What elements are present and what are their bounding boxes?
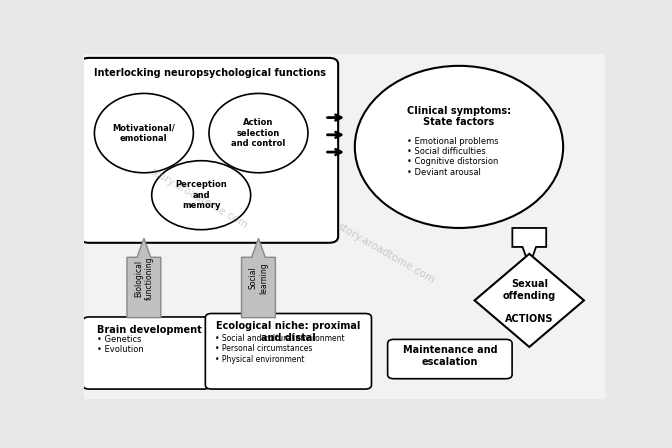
Text: Perception
and
memory: Perception and memory xyxy=(175,180,227,210)
Text: Motivational/
emotional: Motivational/ emotional xyxy=(112,123,175,143)
Text: story.aroadtome.com: story.aroadtome.com xyxy=(335,222,437,286)
Ellipse shape xyxy=(209,94,308,173)
Text: Clinical symptoms:
State factors: Clinical symptoms: State factors xyxy=(407,106,511,127)
FancyBboxPatch shape xyxy=(83,317,210,389)
Polygon shape xyxy=(241,238,276,318)
Text: • Social and cultural environment
• Personal circumstances
• Physical environmen: • Social and cultural environment • Pers… xyxy=(215,334,345,364)
Text: • Genetics
• Evolution: • Genetics • Evolution xyxy=(97,335,144,354)
Text: Social
learning: Social learning xyxy=(249,262,268,294)
Text: ACTIONS: ACTIONS xyxy=(505,314,554,324)
Text: • Emotional problems
• Social difficulties
• Cognitive distorsion
• Deviant arou: • Emotional problems • Social difficulti… xyxy=(407,137,499,177)
FancyBboxPatch shape xyxy=(206,314,372,389)
FancyBboxPatch shape xyxy=(388,340,512,379)
Ellipse shape xyxy=(152,161,251,230)
FancyBboxPatch shape xyxy=(80,58,338,243)
Polygon shape xyxy=(127,238,161,318)
Text: story.aroadtome.com: story.aroadtome.com xyxy=(148,167,249,231)
Text: Action
selection
and control: Action selection and control xyxy=(231,118,286,148)
Text: Maintenance and
escalation: Maintenance and escalation xyxy=(403,345,497,367)
Text: Interlocking neuropsychological functions: Interlocking neuropsychological function… xyxy=(94,68,327,78)
Text: Sexual
offending: Sexual offending xyxy=(503,279,556,301)
Ellipse shape xyxy=(94,94,194,173)
Text: Ecological niche: proximal
and distal: Ecological niche: proximal and distal xyxy=(216,321,361,343)
Polygon shape xyxy=(394,348,474,370)
Polygon shape xyxy=(474,254,584,347)
Polygon shape xyxy=(512,228,546,266)
Text: Brain development: Brain development xyxy=(97,324,202,335)
Ellipse shape xyxy=(355,66,563,228)
Text: Biological
functioning: Biological functioning xyxy=(134,256,154,300)
